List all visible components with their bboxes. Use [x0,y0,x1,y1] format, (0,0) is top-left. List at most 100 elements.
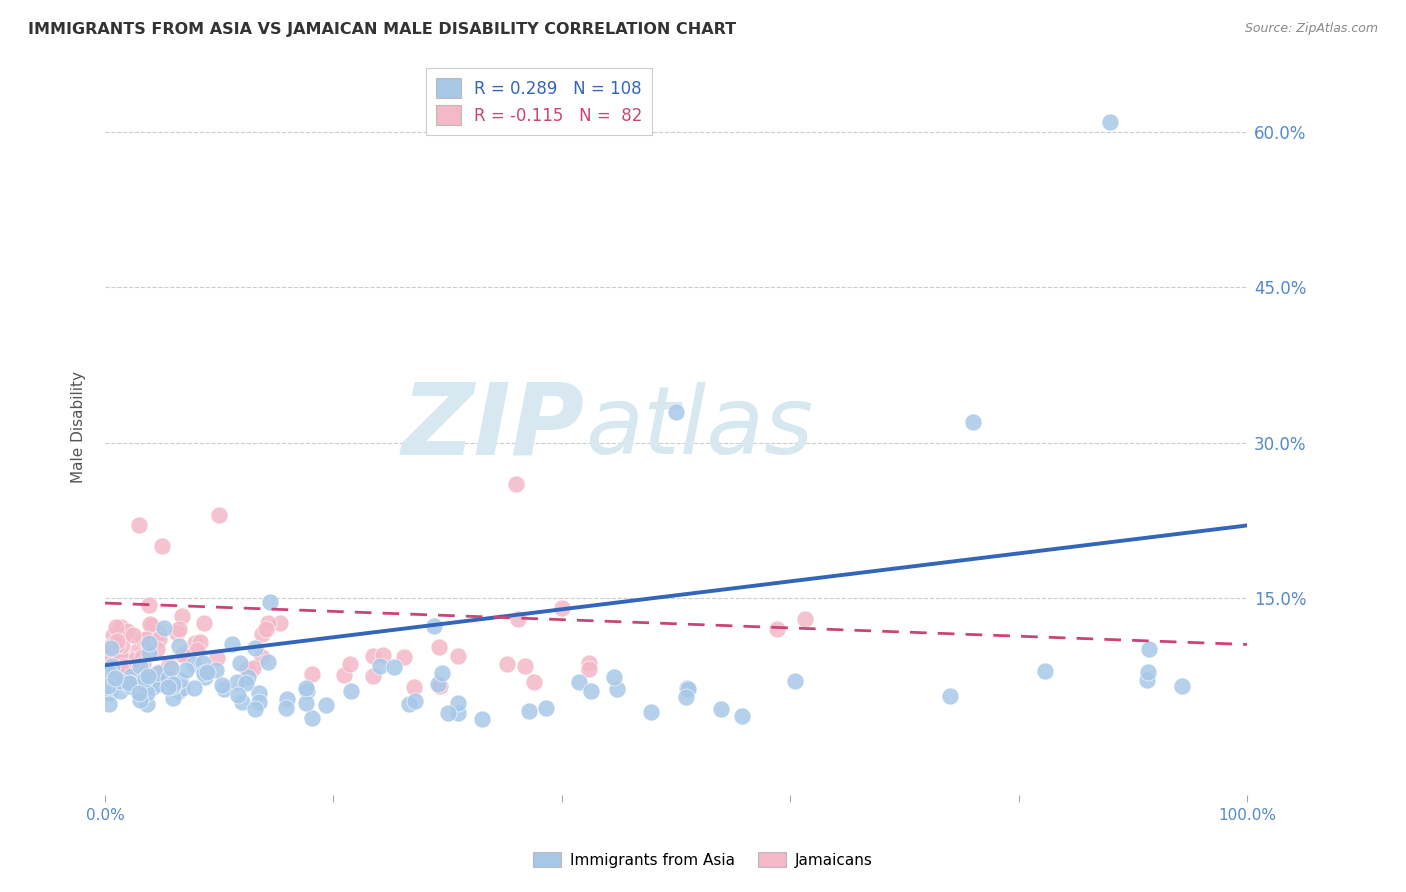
Point [194,670,217,684]
Point [146,678,169,692]
Point [156,671,179,685]
Point [221,637,243,651]
Point [118,676,141,690]
Text: ZIP: ZIP [402,378,585,475]
Point [579,683,602,698]
Point [446,706,468,720]
Point [242,661,264,675]
Point [606,681,628,696]
Point [128,693,150,707]
Point [193,656,215,670]
Point [256,622,278,636]
Point [193,615,215,630]
Point [166,626,188,640]
Point [107,633,129,648]
Point [148,677,170,691]
Point [402,680,425,694]
Point [226,674,249,689]
Point [939,690,962,704]
Point [108,684,131,698]
Text: Source: ZipAtlas.com: Source: ZipAtlas.com [1244,22,1378,36]
Legend: Immigrants from Asia, Jamaicans: Immigrants from Asia, Jamaicans [526,844,880,875]
Point [495,657,517,671]
Point [97,679,120,693]
Point [236,670,259,684]
Point [505,477,527,491]
Point [235,676,257,690]
Point [110,620,132,634]
Point [710,702,733,716]
Point [368,658,391,673]
Point [118,665,141,680]
Point [138,668,160,682]
Point [315,698,337,712]
Point [120,656,142,670]
Point [162,690,184,705]
Point [295,696,318,710]
Point [436,706,458,721]
Point [517,704,540,718]
Point [394,650,416,665]
Point [1137,642,1160,657]
Point [551,601,574,615]
Point [193,666,215,681]
Point [373,648,395,662]
Point [259,594,281,608]
Legend: R = 0.289   N = 108, R = -0.115   N =  82: R = 0.289 N = 108, R = -0.115 N = 82 [426,68,652,136]
Point [162,677,184,691]
Point [269,616,291,631]
Point [429,679,451,693]
Point [534,701,557,715]
Point [139,617,162,632]
Point [226,688,249,702]
Point [765,622,787,636]
Point [134,672,156,686]
Point [382,659,405,673]
Point [183,681,205,696]
Point [186,643,208,657]
Point [115,665,138,679]
Point [1099,114,1122,128]
Point [578,662,600,676]
Point [731,709,754,723]
Point [173,646,195,660]
Point [361,649,384,664]
Point [129,663,152,677]
Point [236,662,259,676]
Point [121,627,143,641]
Point [132,657,155,671]
Point [274,701,297,715]
Point [100,659,122,673]
Point [170,681,193,695]
Point [152,678,174,692]
Point [118,651,141,665]
Point [1136,673,1159,688]
Point [339,683,361,698]
Point [122,653,145,667]
Point [195,665,218,680]
Point [184,636,207,650]
Point [523,675,546,690]
Point [110,662,132,676]
Point [167,639,190,653]
Point [128,672,150,686]
Point [162,679,184,693]
Point [100,639,122,653]
Point [118,679,141,693]
Point [339,657,361,671]
Point [135,686,157,700]
Point [205,663,228,677]
Point [129,658,152,673]
Point [169,622,191,636]
Point [257,616,280,631]
Point [183,657,205,672]
Point [135,632,157,647]
Point [146,665,169,680]
Point [427,640,450,654]
Point [111,648,134,663]
Point [678,681,700,696]
Point [141,675,163,690]
Point [430,666,453,681]
Point [120,678,142,692]
Point [115,663,138,677]
